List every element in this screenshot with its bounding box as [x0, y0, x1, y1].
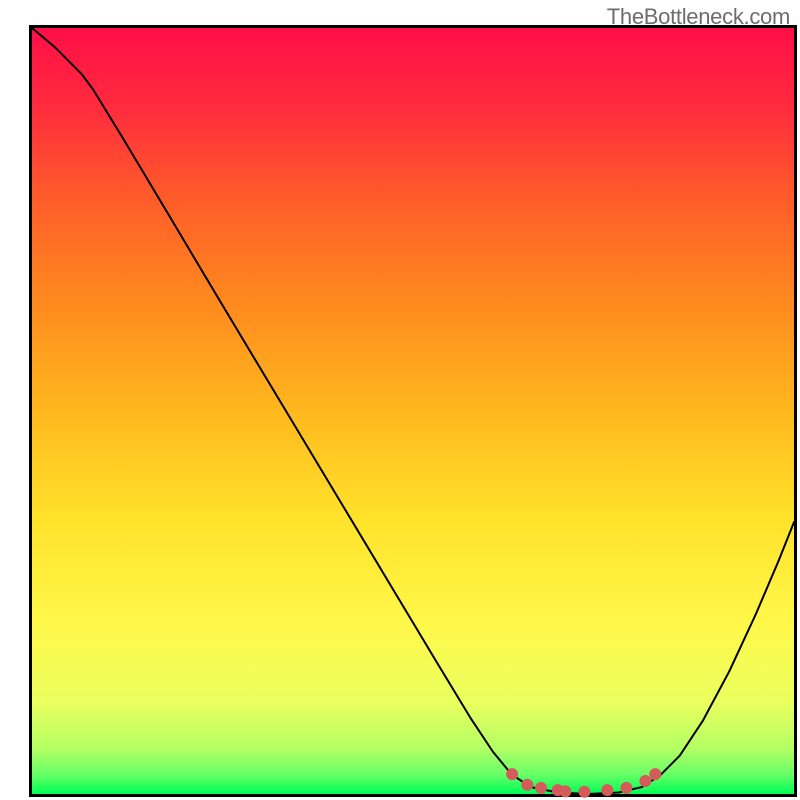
optimum-marker: [535, 782, 547, 794]
optimum-marker: [559, 785, 571, 797]
gradient-background: [32, 28, 794, 794]
optimum-marker: [620, 782, 632, 794]
optimum-marker: [506, 768, 518, 780]
chart-container: TheBottleneck.com: [0, 0, 800, 800]
optimum-marker: [601, 784, 613, 796]
optimum-marker: [578, 786, 590, 798]
watermark-text: TheBottleneck.com: [607, 4, 790, 30]
optimum-marker: [639, 775, 651, 787]
bottleneck-curve-chart: [0, 0, 800, 800]
optimum-marker: [521, 779, 533, 791]
optimum-marker: [649, 768, 661, 780]
